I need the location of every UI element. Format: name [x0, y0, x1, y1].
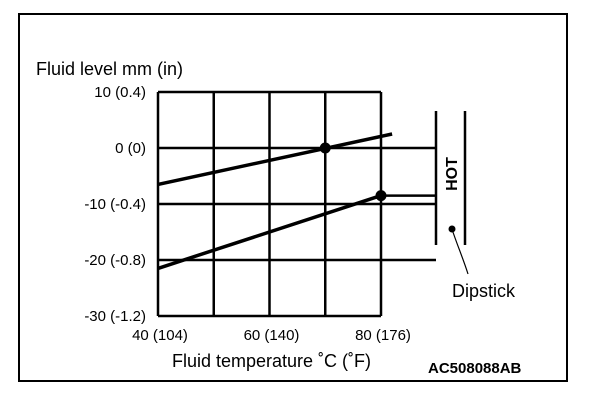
dipstick-gauge: HOT Dipstick: [434, 111, 516, 301]
x-axis-label: Fluid temperature ˚C (˚F): [172, 351, 371, 371]
marker-layer: [319, 142, 387, 202]
y-tick-label-4: -30 (-1.2): [84, 308, 146, 325]
x-tick-label-4: 80 (176): [355, 327, 411, 344]
x-tick-label-2: 60 (140): [244, 327, 300, 344]
dipstick-hot-label: HOT: [444, 157, 461, 191]
dipstick-callout-leader: [451, 228, 469, 275]
series-line-0: [157, 132, 393, 187]
data-marker-0: [319, 142, 331, 154]
y-tick-label-3: -20 (-0.8): [84, 252, 146, 269]
series-line-1: [157, 193, 382, 271]
y-tick-label-2: -10 (-0.4): [84, 196, 146, 213]
x-tick-label-0: 40 (104): [132, 327, 188, 344]
chart-title: Fluid level mm (in): [36, 59, 183, 79]
dipstick-callout-label: Dipstick: [452, 281, 516, 301]
y-tick-label-0: 10 (0.4): [94, 84, 146, 101]
figure-frame: [18, 13, 568, 382]
series-layer: [157, 132, 393, 271]
figure-code: AC508088AB: [428, 360, 522, 377]
data-marker-1: [375, 190, 387, 202]
x-tick-labels: 40 (104) 60 (140) 80 (176): [132, 327, 411, 344]
chart-grid: [156, 90, 436, 318]
y-tick-label-1: 0 (0): [115, 140, 146, 157]
y-tick-labels: 10 (0.4) 0 (0) -10 (-0.4) -20 (-0.8) -30 (-1…: [84, 84, 146, 325]
